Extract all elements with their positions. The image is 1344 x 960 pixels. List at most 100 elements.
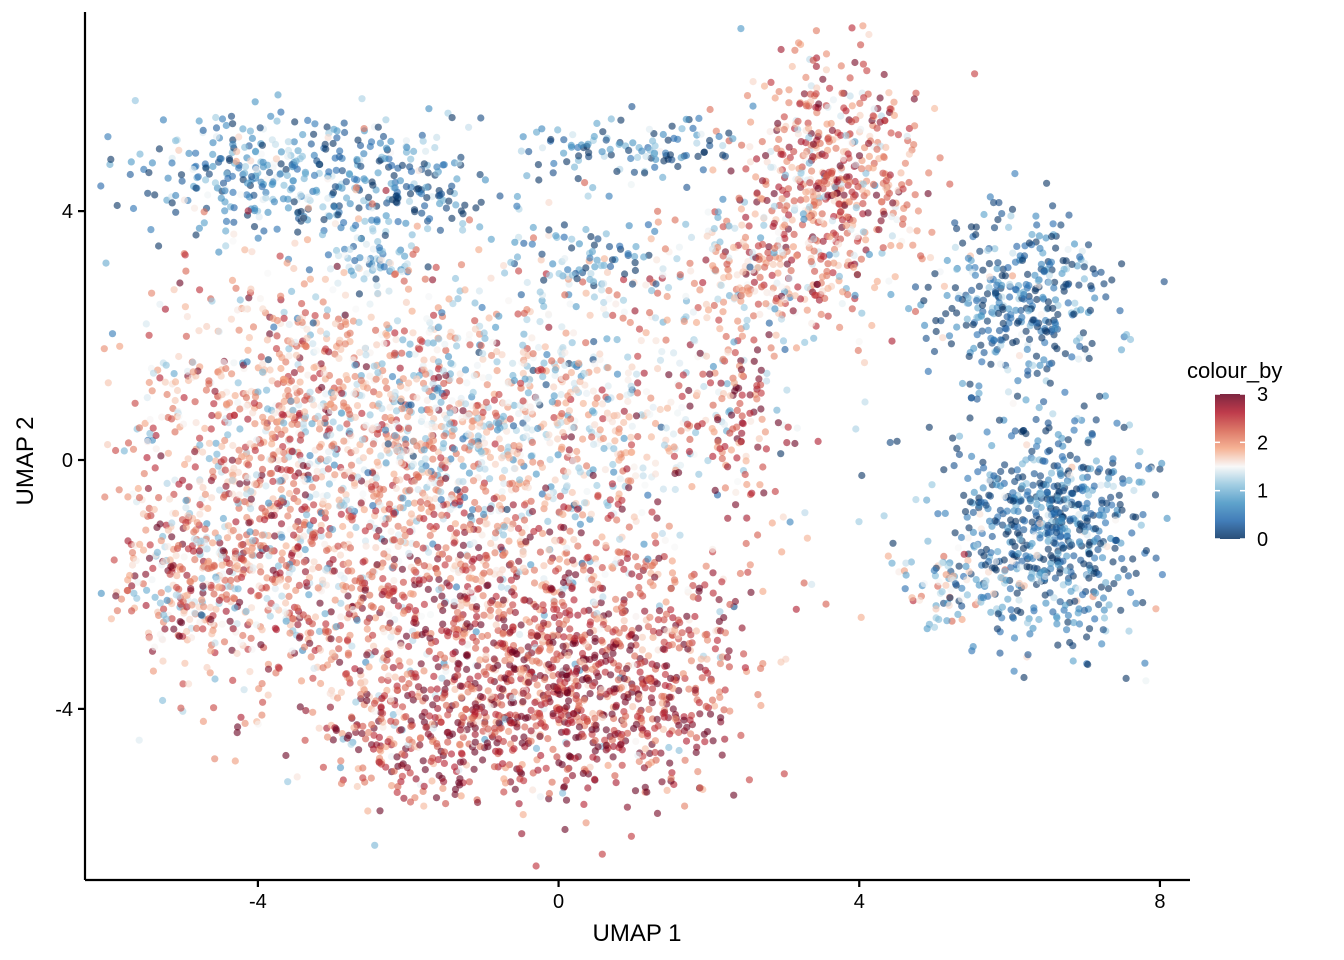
data-point [677, 427, 685, 435]
data-point [212, 133, 221, 141]
data-point [688, 572, 696, 580]
data-point [224, 522, 232, 530]
data-point [620, 308, 628, 316]
data-point [540, 302, 548, 310]
data-point [632, 472, 640, 480]
data-point [346, 170, 354, 179]
data-point [635, 624, 643, 632]
data-point [291, 239, 299, 247]
data-point [221, 491, 229, 499]
data-point [269, 495, 277, 503]
data-point [241, 163, 250, 171]
data-point [584, 784, 592, 792]
data-point [573, 447, 581, 456]
data-point [500, 523, 509, 531]
data-point [272, 506, 280, 514]
data-point [451, 274, 460, 283]
data-point [527, 407, 535, 415]
data-point [290, 480, 298, 488]
data-point [469, 477, 478, 485]
data-point [207, 477, 215, 485]
data-point [423, 500, 431, 508]
data-point [127, 158, 135, 166]
data-point [692, 429, 700, 437]
data-point [479, 408, 487, 416]
data-point [332, 726, 340, 735]
data-point [362, 542, 370, 550]
data-point [420, 446, 428, 454]
data-point [390, 470, 398, 478]
data-point [399, 609, 407, 617]
data-point [783, 386, 791, 394]
data-point [277, 108, 285, 116]
data-point [441, 340, 449, 348]
data-point [461, 286, 469, 294]
data-point [691, 612, 699, 621]
data-point [159, 696, 167, 705]
data-point [463, 594, 471, 602]
data-point [278, 404, 286, 412]
data-point [318, 576, 327, 584]
data-point [500, 479, 508, 488]
data-point [356, 348, 364, 357]
data-point [701, 631, 709, 639]
data-point [293, 396, 301, 404]
data-point [296, 191, 305, 199]
data-point [288, 565, 296, 573]
data-point [313, 467, 321, 475]
data-point [352, 305, 360, 313]
data-point [861, 398, 869, 406]
data-point [633, 389, 642, 397]
data-point [245, 334, 253, 342]
data-point [146, 415, 154, 424]
data-point [280, 314, 288, 322]
data-point [684, 586, 692, 594]
data-point [215, 328, 223, 336]
data-point [558, 323, 566, 331]
data-point [442, 667, 450, 675]
data-point [368, 721, 376, 729]
data-point [244, 415, 252, 423]
data-point [375, 244, 383, 252]
data-point [236, 296, 244, 304]
data-point [222, 227, 230, 235]
data-point [649, 403, 657, 411]
data-point [641, 481, 649, 489]
data-point [428, 393, 436, 401]
data-point [375, 733, 383, 742]
data-point [227, 112, 236, 120]
data-point [376, 491, 384, 499]
data-point [369, 502, 377, 510]
data-point [660, 441, 669, 449]
data-point [510, 401, 518, 409]
data-point [283, 171, 291, 179]
data-point [363, 384, 371, 392]
data-point [274, 562, 282, 570]
data-point [358, 436, 367, 444]
data-point [272, 345, 281, 353]
data-point [230, 230, 238, 238]
data-point [596, 350, 604, 358]
data-point [295, 581, 303, 590]
data-point [736, 569, 745, 578]
data-point [739, 420, 747, 428]
data-point [350, 389, 358, 398]
data-point [568, 339, 576, 347]
data-point [478, 459, 486, 467]
data-point [611, 437, 619, 445]
data-point [347, 740, 355, 748]
data-point [166, 570, 174, 578]
data-point [275, 477, 283, 485]
data-point [495, 501, 504, 509]
data-point [210, 400, 218, 408]
data-point [287, 551, 296, 560]
data-point [589, 466, 597, 474]
data-point [885, 89, 893, 97]
data-point [205, 455, 213, 463]
data-point [255, 582, 263, 590]
data-point [696, 784, 704, 792]
data-point [142, 526, 150, 534]
data-point [274, 456, 282, 464]
data-point [219, 179, 228, 187]
data-point [287, 397, 295, 405]
